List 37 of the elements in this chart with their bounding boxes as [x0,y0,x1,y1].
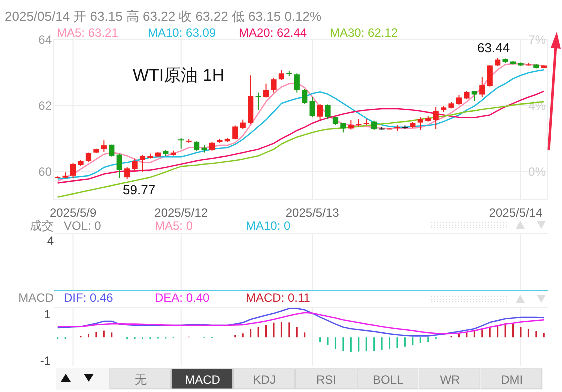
x-tick-label: 2025/5/12 [154,206,208,220]
text: RSI [316,373,337,387]
y-tick-label: -1 [40,354,52,368]
text: 成交 [30,219,54,233]
text: DMI [501,373,524,387]
chart-title: MACD [18,291,54,305]
x-tick-label: 2025/5/14 [489,206,544,220]
line-series [57,90,545,184]
y-tick-label: 64 [38,33,52,48]
series-label: DIF: 0.46 [64,291,114,305]
text: MACD [185,373,221,387]
x-tick-label: 2025/5/13 [286,206,340,220]
y-tick-label: 1 [44,307,52,322]
text: 无 [134,373,147,387]
line-series [57,101,545,198]
text: MA5: 63.21 [57,26,119,40]
chart-subtitle: 2025/05/14 开 63.15 高 63.22 收 63.22 低 63.15 0.12% [5,9,322,24]
text: KDJ [253,373,276,387]
text: MA10: 0 [246,219,292,233]
text: MA10: 63.09 [148,26,216,40]
annotation: 59.77 [123,182,156,198]
text: MACD: 0.11 [246,291,311,305]
text: VOL: 0 [64,219,102,233]
text: MA30: 62.12 [330,26,398,40]
text: 4 [47,234,54,248]
text: WTI原油 1H [133,66,225,85]
line-series [57,312,545,335]
text: MA5: 0 [155,219,194,233]
y-tick-label: 62 [38,99,52,114]
annotation: 63.44 [478,40,510,56]
x-tick-label: 2025/5/9 [50,206,97,220]
y-tick-label: 60 [38,165,52,180]
text: MA20: 62.44 [239,26,308,40]
line-series [57,308,545,337]
series-label: DEA: 0.40 [155,291,210,305]
text: WR [440,373,461,387]
text: BOLL [373,373,404,387]
